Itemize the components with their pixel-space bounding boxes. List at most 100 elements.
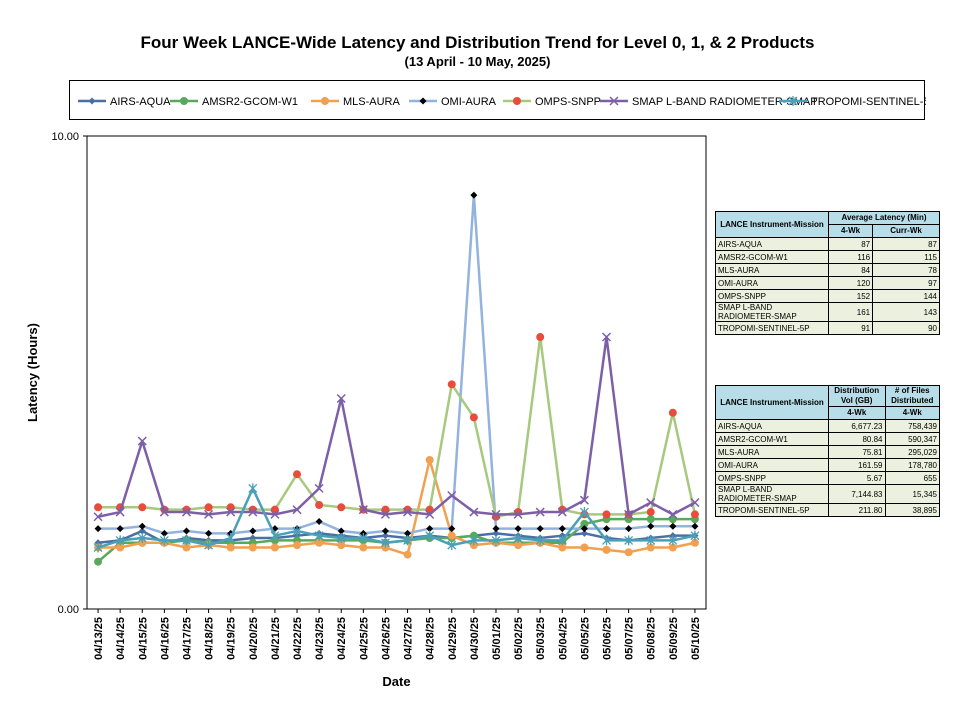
table-row: SMAP L-BAND RADIOMETER-SMAP 7,144.83 15,34… bbox=[715, 484, 940, 504]
data-point bbox=[580, 529, 588, 537]
data-point bbox=[182, 527, 190, 535]
data-point bbox=[204, 509, 214, 519]
latency-4wk-value: 116 bbox=[827, 250, 874, 264]
x-tick-label: 04/21/25 bbox=[270, 617, 282, 660]
latency-4wk-value: 152 bbox=[827, 289, 874, 303]
data-point bbox=[93, 542, 103, 553]
distribution-instrument-name: OMPS-SNPP bbox=[715, 471, 829, 485]
x-tick-label: 04/13/25 bbox=[93, 617, 105, 660]
distribution-files-value: 178,780 bbox=[884, 458, 940, 472]
legend-marker bbox=[88, 97, 96, 105]
data-point bbox=[492, 529, 500, 537]
data-point bbox=[116, 525, 124, 533]
data-point bbox=[358, 505, 368, 515]
table-row: AMSR2-GCOM-W1 116 115 bbox=[715, 250, 940, 264]
table-row: MLS-AURA 84 78 bbox=[715, 263, 940, 277]
latency-instrument-name: AMSR2-GCOM-W1 bbox=[715, 250, 829, 264]
data-point bbox=[603, 525, 611, 533]
data-point bbox=[580, 525, 588, 533]
x-tick-label: 04/28/25 bbox=[425, 617, 437, 660]
latency-table: LANCE Instrument-Mission Average Latency… bbox=[715, 211, 940, 335]
legend-marker bbox=[419, 97, 427, 105]
data-point bbox=[403, 535, 413, 546]
x-tick-label: 04/14/25 bbox=[115, 617, 127, 660]
data-point bbox=[668, 509, 678, 519]
latency-currwk-value: 87 bbox=[872, 237, 940, 251]
data-point bbox=[337, 527, 345, 535]
data-point bbox=[115, 507, 125, 517]
x-tick-label: 05/06/25 bbox=[602, 617, 614, 660]
legend-entry: OMPS-SNPP bbox=[503, 96, 601, 108]
latency-instrument-name: OMPS-SNPP bbox=[715, 289, 829, 303]
latency-currwk-value: 78 bbox=[872, 263, 940, 277]
data-point bbox=[690, 530, 700, 541]
x-tick-label: 04/15/25 bbox=[137, 617, 149, 660]
distribution-volume-value: 75.81 bbox=[828, 445, 886, 459]
data-point bbox=[535, 507, 545, 517]
legend-label: SMAP L-BAND RADIOMETER-SMAP bbox=[632, 96, 818, 108]
data-point bbox=[691, 522, 699, 530]
data-point bbox=[182, 543, 191, 552]
legend-label: OMPS-SNPP bbox=[535, 96, 601, 108]
latency-instrument-name: SMAP L-BAND RADIOMETER-SMAP bbox=[715, 302, 829, 322]
distribution-volume-value: 6,677.23 bbox=[828, 419, 886, 433]
data-point bbox=[159, 535, 169, 546]
data-point bbox=[380, 537, 390, 548]
data-point bbox=[425, 509, 435, 519]
data-point bbox=[557, 507, 567, 517]
data-point bbox=[137, 533, 147, 544]
data-point bbox=[579, 495, 589, 505]
data-point bbox=[690, 498, 700, 508]
table-row: TROPOMI-SENTINEL-5P 211.80 38,895 bbox=[715, 503, 940, 517]
data-point bbox=[646, 508, 655, 517]
data-point bbox=[380, 509, 390, 519]
series-omps-snpp bbox=[94, 333, 699, 521]
legend-label: AMSR2-GCOM-W1 bbox=[202, 96, 298, 108]
distribution-volume-value: 161.59 bbox=[828, 458, 886, 472]
legend-marker bbox=[513, 97, 521, 105]
x-tick-label: 05/05/25 bbox=[579, 617, 591, 660]
data-point bbox=[669, 522, 677, 530]
chart-title: Four Week LANCE-Wide Latency and Distrib… bbox=[140, 33, 815, 52]
data-point bbox=[381, 532, 389, 540]
data-point bbox=[491, 509, 501, 519]
table-row: OMPS-SNPP 5.67 655 bbox=[715, 471, 940, 485]
x-tick-label: 04/27/25 bbox=[403, 617, 415, 660]
latency-4wk-value: 87 bbox=[827, 237, 874, 251]
x-tick-label: 04/26/25 bbox=[380, 617, 392, 660]
latency-instrument-name: AIRS-AQUA bbox=[715, 237, 829, 251]
x-tick-label: 04/30/25 bbox=[469, 617, 481, 660]
data-point bbox=[447, 531, 456, 540]
data-point bbox=[469, 413, 478, 422]
data-point bbox=[448, 525, 456, 533]
data-point bbox=[116, 543, 125, 552]
data-point bbox=[558, 543, 567, 552]
legend-marker bbox=[609, 96, 619, 106]
data-point bbox=[93, 512, 103, 522]
data-point bbox=[625, 525, 633, 533]
x-tick-label: 04/22/25 bbox=[292, 617, 304, 660]
distribution-files-value: 15,345 bbox=[884, 484, 940, 504]
distribution-volume-value: 7,144.83 bbox=[828, 484, 886, 504]
data-point bbox=[668, 408, 677, 417]
table-row: SMAP L-BAND RADIOMETER-SMAP 161 143 bbox=[715, 302, 940, 322]
data-point bbox=[315, 517, 323, 525]
series-line bbox=[97, 487, 696, 549]
distribution-volume-value: 5.67 bbox=[828, 471, 886, 485]
latency-table-body: AIRS-AQUA 87 87 AMSR2-GCOM-W1 116 115 MLS-AURA… bbox=[715, 237, 940, 335]
x-tick-label: 04/23/25 bbox=[314, 617, 326, 660]
distribution-instrument-name: TROPOMI-SENTINEL-5P bbox=[715, 503, 829, 517]
data-point bbox=[426, 525, 434, 533]
legend-marker bbox=[788, 96, 798, 106]
distribution-files-value: 38,895 bbox=[884, 503, 940, 517]
distribution-files-value: 590,347 bbox=[884, 432, 940, 446]
distribution-instrument-name: AIRS-AQUA bbox=[715, 419, 829, 433]
data-point bbox=[248, 507, 258, 517]
latency-instrument-name: MLS-AURA bbox=[715, 263, 829, 277]
legend-entry: TROPOMI-SENTINEL-5P bbox=[779, 96, 926, 108]
data-point bbox=[205, 529, 213, 537]
data-point bbox=[580, 519, 589, 528]
latency-header-instrument: LANCE Instrument-Mission bbox=[715, 211, 829, 238]
x-tick-label: 04/19/25 bbox=[226, 617, 238, 660]
distribution-table: LANCE Instrument-Mission Distribution Vo… bbox=[715, 385, 940, 517]
